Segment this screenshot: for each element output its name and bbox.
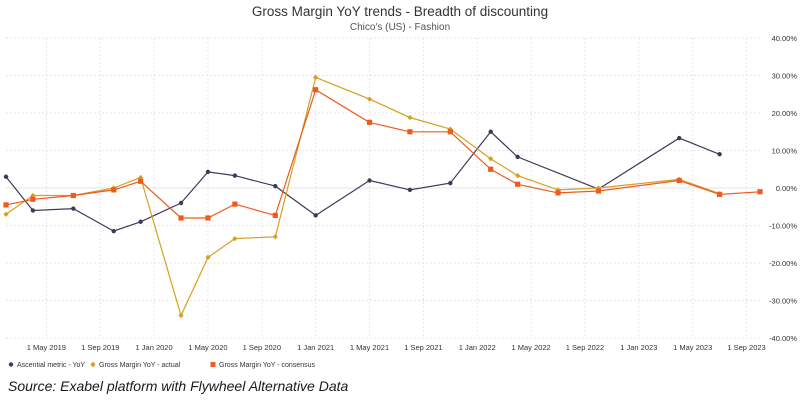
data-point xyxy=(448,180,453,186)
y-tick-label: 20.00% xyxy=(772,109,798,118)
y-tick-label: 40.00% xyxy=(772,34,798,43)
data-point xyxy=(407,114,413,121)
data-point xyxy=(488,129,493,134)
data-point xyxy=(178,215,184,221)
x-tick-label: 1 Jan 2020 xyxy=(136,343,173,352)
data-point xyxy=(3,202,9,208)
series-line xyxy=(5,130,720,232)
data-point xyxy=(3,174,9,179)
legend-label: Ascential metric - YoY xyxy=(17,362,85,369)
x-tick-label: 1 Jan 2022 xyxy=(459,343,496,352)
y-tick-label: -40.00% xyxy=(769,334,797,343)
chart-title: Gross Margin YoY trends - Breadth of dis… xyxy=(252,4,548,19)
data-point xyxy=(676,177,682,184)
data-point xyxy=(30,208,36,213)
data-point xyxy=(138,219,143,224)
y-tick-label: 30.00% xyxy=(772,72,798,81)
y-tick-label: 10.00% xyxy=(772,147,798,156)
data-point xyxy=(272,234,278,240)
x-tick-label: 1 Jan 2023 xyxy=(620,343,657,352)
data-point xyxy=(71,206,76,211)
data-point xyxy=(313,87,319,93)
data-point xyxy=(366,96,373,102)
data-point xyxy=(205,169,211,175)
x-tick-label: 1 Sep 2020 xyxy=(243,343,281,352)
x-tick-label: 1 Sep 2019 xyxy=(81,343,119,352)
y-tick-label: 0.00% xyxy=(776,184,798,193)
data-point xyxy=(30,196,36,202)
y-tick-label: -10.00% xyxy=(769,222,797,231)
data-point xyxy=(232,201,238,207)
data-point xyxy=(595,188,602,194)
data-point xyxy=(366,119,373,125)
data-point xyxy=(515,173,521,179)
x-tick-label: 1 Sep 2022 xyxy=(566,343,604,352)
y-axis-ticks: 40.00% 30.00% 20.00% 10.00% 0.00% -10.00% -20.… xyxy=(769,34,797,343)
data-point xyxy=(232,173,238,178)
data-point xyxy=(273,183,278,189)
legend-item: Gross Margin YoY - actual xyxy=(90,361,181,369)
legend-marker xyxy=(90,361,96,368)
x-tick-label: 1 May 2019 xyxy=(27,343,66,352)
data-point xyxy=(205,215,211,221)
data-point xyxy=(447,129,453,135)
chart-subtitle: Chico's (US) - Fashion xyxy=(350,22,450,33)
legend-label: Gross Margin YoY - actual xyxy=(99,362,181,369)
data-point xyxy=(178,200,184,206)
x-axis-ticks: 1 May 2019 1 Sep 2019 1 Jan 2020 1 May 2020… xyxy=(27,343,766,352)
data-point xyxy=(111,228,116,234)
legend-label: Gross Margin YoY - consensus xyxy=(219,362,315,369)
x-tick-label: 1 May 2021 xyxy=(350,343,389,352)
series-line xyxy=(5,88,761,219)
data-point xyxy=(488,166,494,172)
data-point xyxy=(407,187,413,193)
data-point xyxy=(515,181,521,187)
legend-marker xyxy=(8,362,14,367)
legend-item: Ascential metric - YoY xyxy=(8,362,85,369)
data-point xyxy=(313,74,319,80)
series-markers xyxy=(3,74,763,319)
data-point xyxy=(272,212,278,218)
x-tick-label: 1 Sep 2021 xyxy=(404,343,442,352)
data-point xyxy=(367,178,372,183)
data-point xyxy=(515,154,520,160)
data-point xyxy=(555,190,561,196)
y-tick-label: -20.00% xyxy=(769,259,797,268)
legend: Ascential metric - YoY Gross Margin YoY -… xyxy=(8,361,315,369)
data-point xyxy=(138,178,144,184)
data-point xyxy=(677,135,682,141)
data-point xyxy=(232,236,238,242)
legend-item: Gross Margin YoY - consensus xyxy=(210,362,315,369)
x-tick-label: 1 Sep 2023 xyxy=(727,343,765,352)
x-tick-label: 1 Jan 2021 xyxy=(297,343,334,352)
data-point xyxy=(111,187,117,193)
data-point xyxy=(757,189,763,195)
x-tick-label: 1 May 2022 xyxy=(512,343,551,352)
x-tick-label: 1 May 2023 xyxy=(673,343,712,352)
x-tick-label: 1 May 2020 xyxy=(188,343,227,352)
y-tick-label: -30.00% xyxy=(769,297,797,306)
data-point xyxy=(3,211,9,217)
chart: Gross Margin YoY trends - Breadth of dis… xyxy=(3,4,797,369)
data-point xyxy=(717,191,723,197)
data-point xyxy=(488,156,494,162)
data-point xyxy=(407,129,413,135)
data-point xyxy=(717,152,722,157)
source-caption: Source: Exabel platform with Flywheel Al… xyxy=(8,378,349,394)
legend-marker xyxy=(210,362,216,367)
data-point xyxy=(70,192,76,199)
data-point xyxy=(313,213,318,218)
data-point xyxy=(205,254,211,260)
data-point xyxy=(178,312,184,319)
